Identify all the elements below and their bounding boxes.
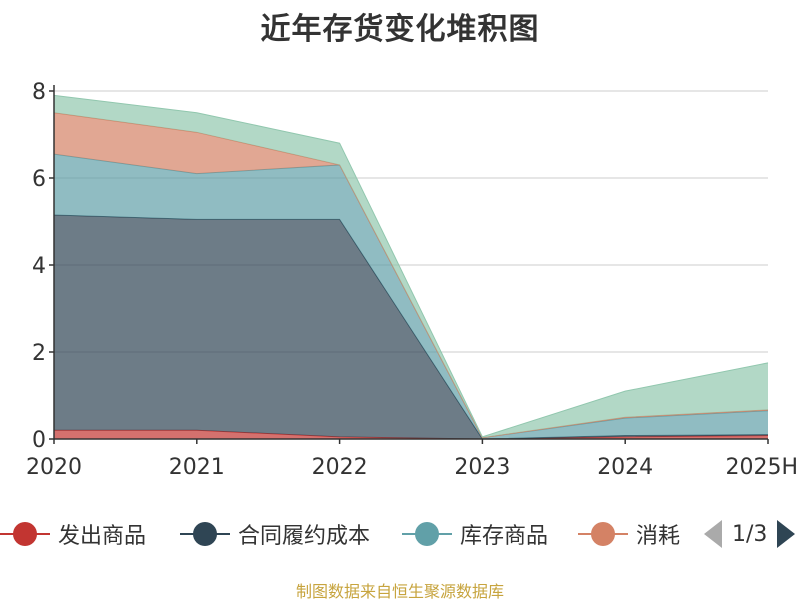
- x-tick-label: 2024: [597, 455, 653, 480]
- area-series-1: [54, 214, 768, 439]
- next-page-icon[interactable]: [777, 520, 796, 548]
- x-tick-label: 2020: [26, 455, 82, 480]
- y-tick-label: 2: [32, 341, 46, 366]
- legend-label: 发出商品: [58, 524, 147, 549]
- legend-swatch-icon: [402, 522, 452, 546]
- x-tick-label: 2025H: [725, 455, 798, 480]
- legend-item[interactable]: 消耗: [578, 512, 680, 556]
- area-series-0: [54, 430, 768, 439]
- legend: 发出商品 合同履约成本 库存商品 消耗: [0, 512, 800, 556]
- area-series-2: [54, 154, 768, 439]
- legend-swatch-icon: [0, 522, 50, 546]
- x-tick-label: 2023: [454, 455, 510, 480]
- area-series-4: [54, 95, 768, 438]
- legend-swatch-icon: [180, 522, 230, 546]
- legend-label: 库存商品: [460, 524, 549, 549]
- x-tick-label: 2021: [169, 455, 225, 480]
- legend-swatch-icon: [578, 522, 628, 546]
- data-source-note: 制图数据来自恒生聚源数据库: [295, 582, 504, 601]
- y-tick-label: 6: [32, 167, 46, 192]
- legend-item[interactable]: 合同履约成本: [180, 512, 370, 556]
- legend-item[interactable]: 库存商品: [402, 512, 548, 556]
- x-tick-label: 2022: [312, 455, 368, 480]
- y-tick-label: 8: [32, 80, 46, 105]
- legend-page-indicator: 1/3: [732, 521, 768, 547]
- y-tick-label: 0: [32, 428, 46, 453]
- series-line-4: [53, 94, 769, 438]
- legend-pager: 1/3: [700, 512, 800, 556]
- legend-item[interactable]: 发出商品: [0, 512, 146, 556]
- y-tick-label: 4: [32, 254, 46, 279]
- chart-title: 近年存货变化堆积图: [260, 12, 540, 47]
- legend-label: 消耗: [636, 524, 681, 549]
- prev-page-icon[interactable]: [704, 520, 722, 548]
- area-series-3: [54, 112, 768, 438]
- series-line-1: [53, 214, 769, 440]
- legend-label: 合同履约成本: [238, 524, 371, 549]
